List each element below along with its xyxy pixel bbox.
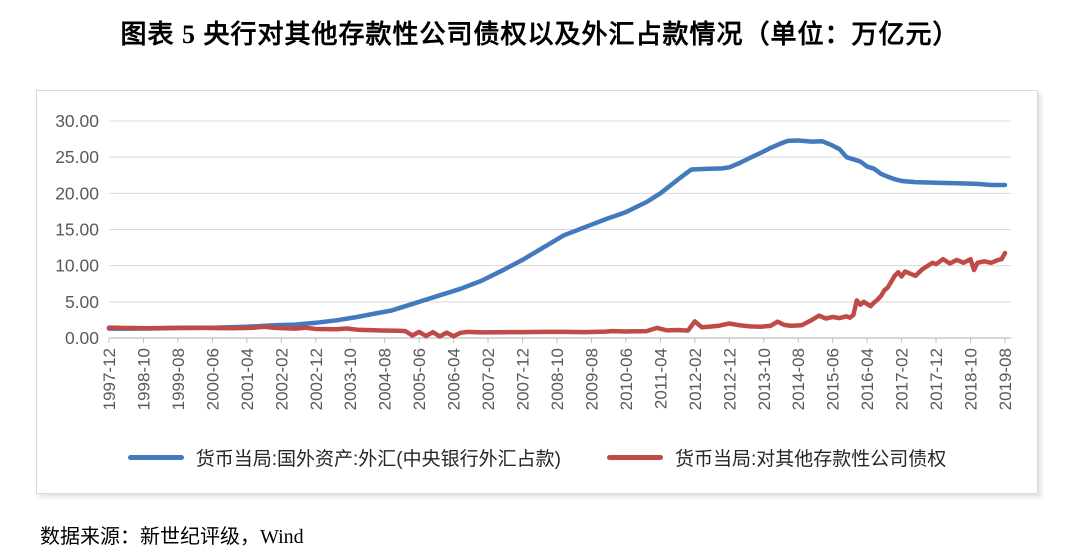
figure-title: 图表 5 央行对其他存款性公司债权以及外汇占款情况（单位：万亿元）: [120, 20, 960, 49]
x-axis-label: 2000-06: [203, 348, 222, 410]
legend-swatch-blue-line: [127, 454, 184, 461]
legend-label-claims-odc: 货币当局:对其他存款性公司债权: [674, 449, 947, 470]
x-axis-label: 2011-04: [651, 348, 670, 409]
x-axis-label: 2004-08: [376, 348, 395, 410]
legend-swatch-red-line: [606, 454, 663, 461]
y-axis-label: 5.00: [65, 292, 99, 312]
y-axis-label: 10.00: [55, 256, 99, 276]
x-axis-label: 2019-08: [996, 348, 1015, 410]
x-axis-label: 2017-12: [927, 348, 946, 410]
x-axis-label: 2016-04: [858, 348, 877, 410]
x-axis-label: 2010-06: [617, 348, 636, 410]
legend-label-fx-reserves: 货币当局:国外资产:外汇(中央银行外汇占款): [195, 449, 561, 470]
y-axis-label: 20.00: [55, 183, 99, 203]
series-line-1: [106, 250, 1008, 339]
y-axis-label: 30.00: [55, 111, 99, 131]
line-chart: 30.00 25.00 20.00 15.00 10.00 5.00 0.001997-12…: [55, 111, 1015, 410]
x-axis-label: 2017-02: [893, 348, 912, 410]
y-axis-label: 25.00: [55, 147, 99, 167]
chart-frame: 30.00 25.00 20.00 15.00 10.00 5.00 0.00 1997-12…: [36, 90, 1038, 494]
x-axis-label: 2002-12: [307, 348, 326, 410]
x-axis-label: 2005-06: [410, 348, 429, 410]
x-axis-label: 2002-02: [272, 348, 291, 410]
x-axis-label: 2003-10: [341, 348, 360, 410]
x-axis-label: 1999-08: [169, 348, 188, 410]
x-axis-label: 2001-04: [238, 348, 257, 410]
y-axis-label: 0.00: [65, 328, 99, 348]
x-axis-label: 1997-12: [100, 348, 119, 410]
x-axis-label: 2008-10: [548, 348, 567, 410]
data-source: 数据来源：新世纪评级，Wind: [40, 526, 304, 548]
x-axis-label: 2018-10: [962, 348, 981, 410]
x-axis-label: 2007-12: [514, 348, 533, 410]
x-axis-label: 2013-10: [755, 348, 774, 410]
x-axis-label: 1998-10: [134, 348, 153, 410]
series-line-0: [106, 138, 1008, 331]
x-axis-label: 2012-12: [720, 348, 739, 410]
x-axis-label: 2014-08: [789, 348, 808, 410]
legend-item-fx-reserves: 货币当局:国外资产:外汇(中央银行外汇占款): [127, 444, 561, 471]
x-axis-label: 2009-08: [582, 348, 601, 410]
chart-legend: 货币当局:国外资产:外汇(中央银行外汇占款) 货币当局:对其他存款性公司债权: [37, 444, 1037, 471]
y-axis-label: 15.00: [55, 220, 99, 240]
x-axis-label: 2007-02: [479, 348, 498, 410]
legend-item-claims-odc: 货币当局:对其他存款性公司债权: [606, 444, 947, 471]
x-axis-label: 2012-02: [686, 348, 705, 410]
x-axis-label: 2015-06: [824, 348, 843, 410]
x-axis-label: 2006-04: [445, 348, 464, 410]
